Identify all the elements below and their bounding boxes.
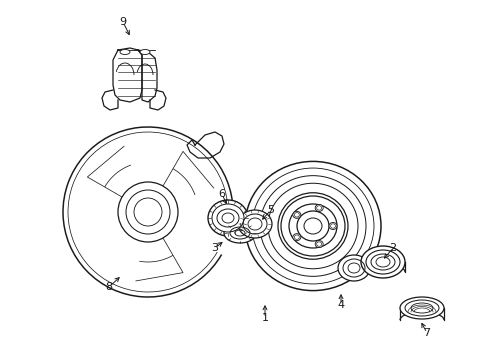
Text: 3: 3 [211, 243, 218, 253]
Ellipse shape [399, 297, 443, 319]
Ellipse shape [328, 222, 336, 230]
Ellipse shape [281, 196, 345, 256]
Ellipse shape [140, 50, 150, 54]
Ellipse shape [360, 246, 404, 278]
Ellipse shape [315, 240, 323, 248]
Text: 9: 9 [119, 17, 126, 27]
Text: 4: 4 [337, 300, 344, 310]
Circle shape [118, 182, 178, 242]
Text: 8: 8 [105, 282, 112, 292]
Text: 7: 7 [423, 328, 429, 338]
Ellipse shape [120, 50, 130, 54]
Text: 6: 6 [218, 189, 225, 199]
Ellipse shape [292, 234, 300, 241]
Text: 5: 5 [267, 205, 274, 215]
Ellipse shape [337, 255, 369, 281]
Ellipse shape [224, 223, 256, 243]
Ellipse shape [238, 210, 271, 238]
Ellipse shape [315, 204, 323, 211]
Text: 2: 2 [388, 243, 396, 253]
Ellipse shape [212, 204, 244, 232]
Text: 1: 1 [261, 313, 268, 323]
Ellipse shape [244, 161, 380, 291]
Ellipse shape [292, 211, 300, 218]
Ellipse shape [207, 200, 247, 236]
